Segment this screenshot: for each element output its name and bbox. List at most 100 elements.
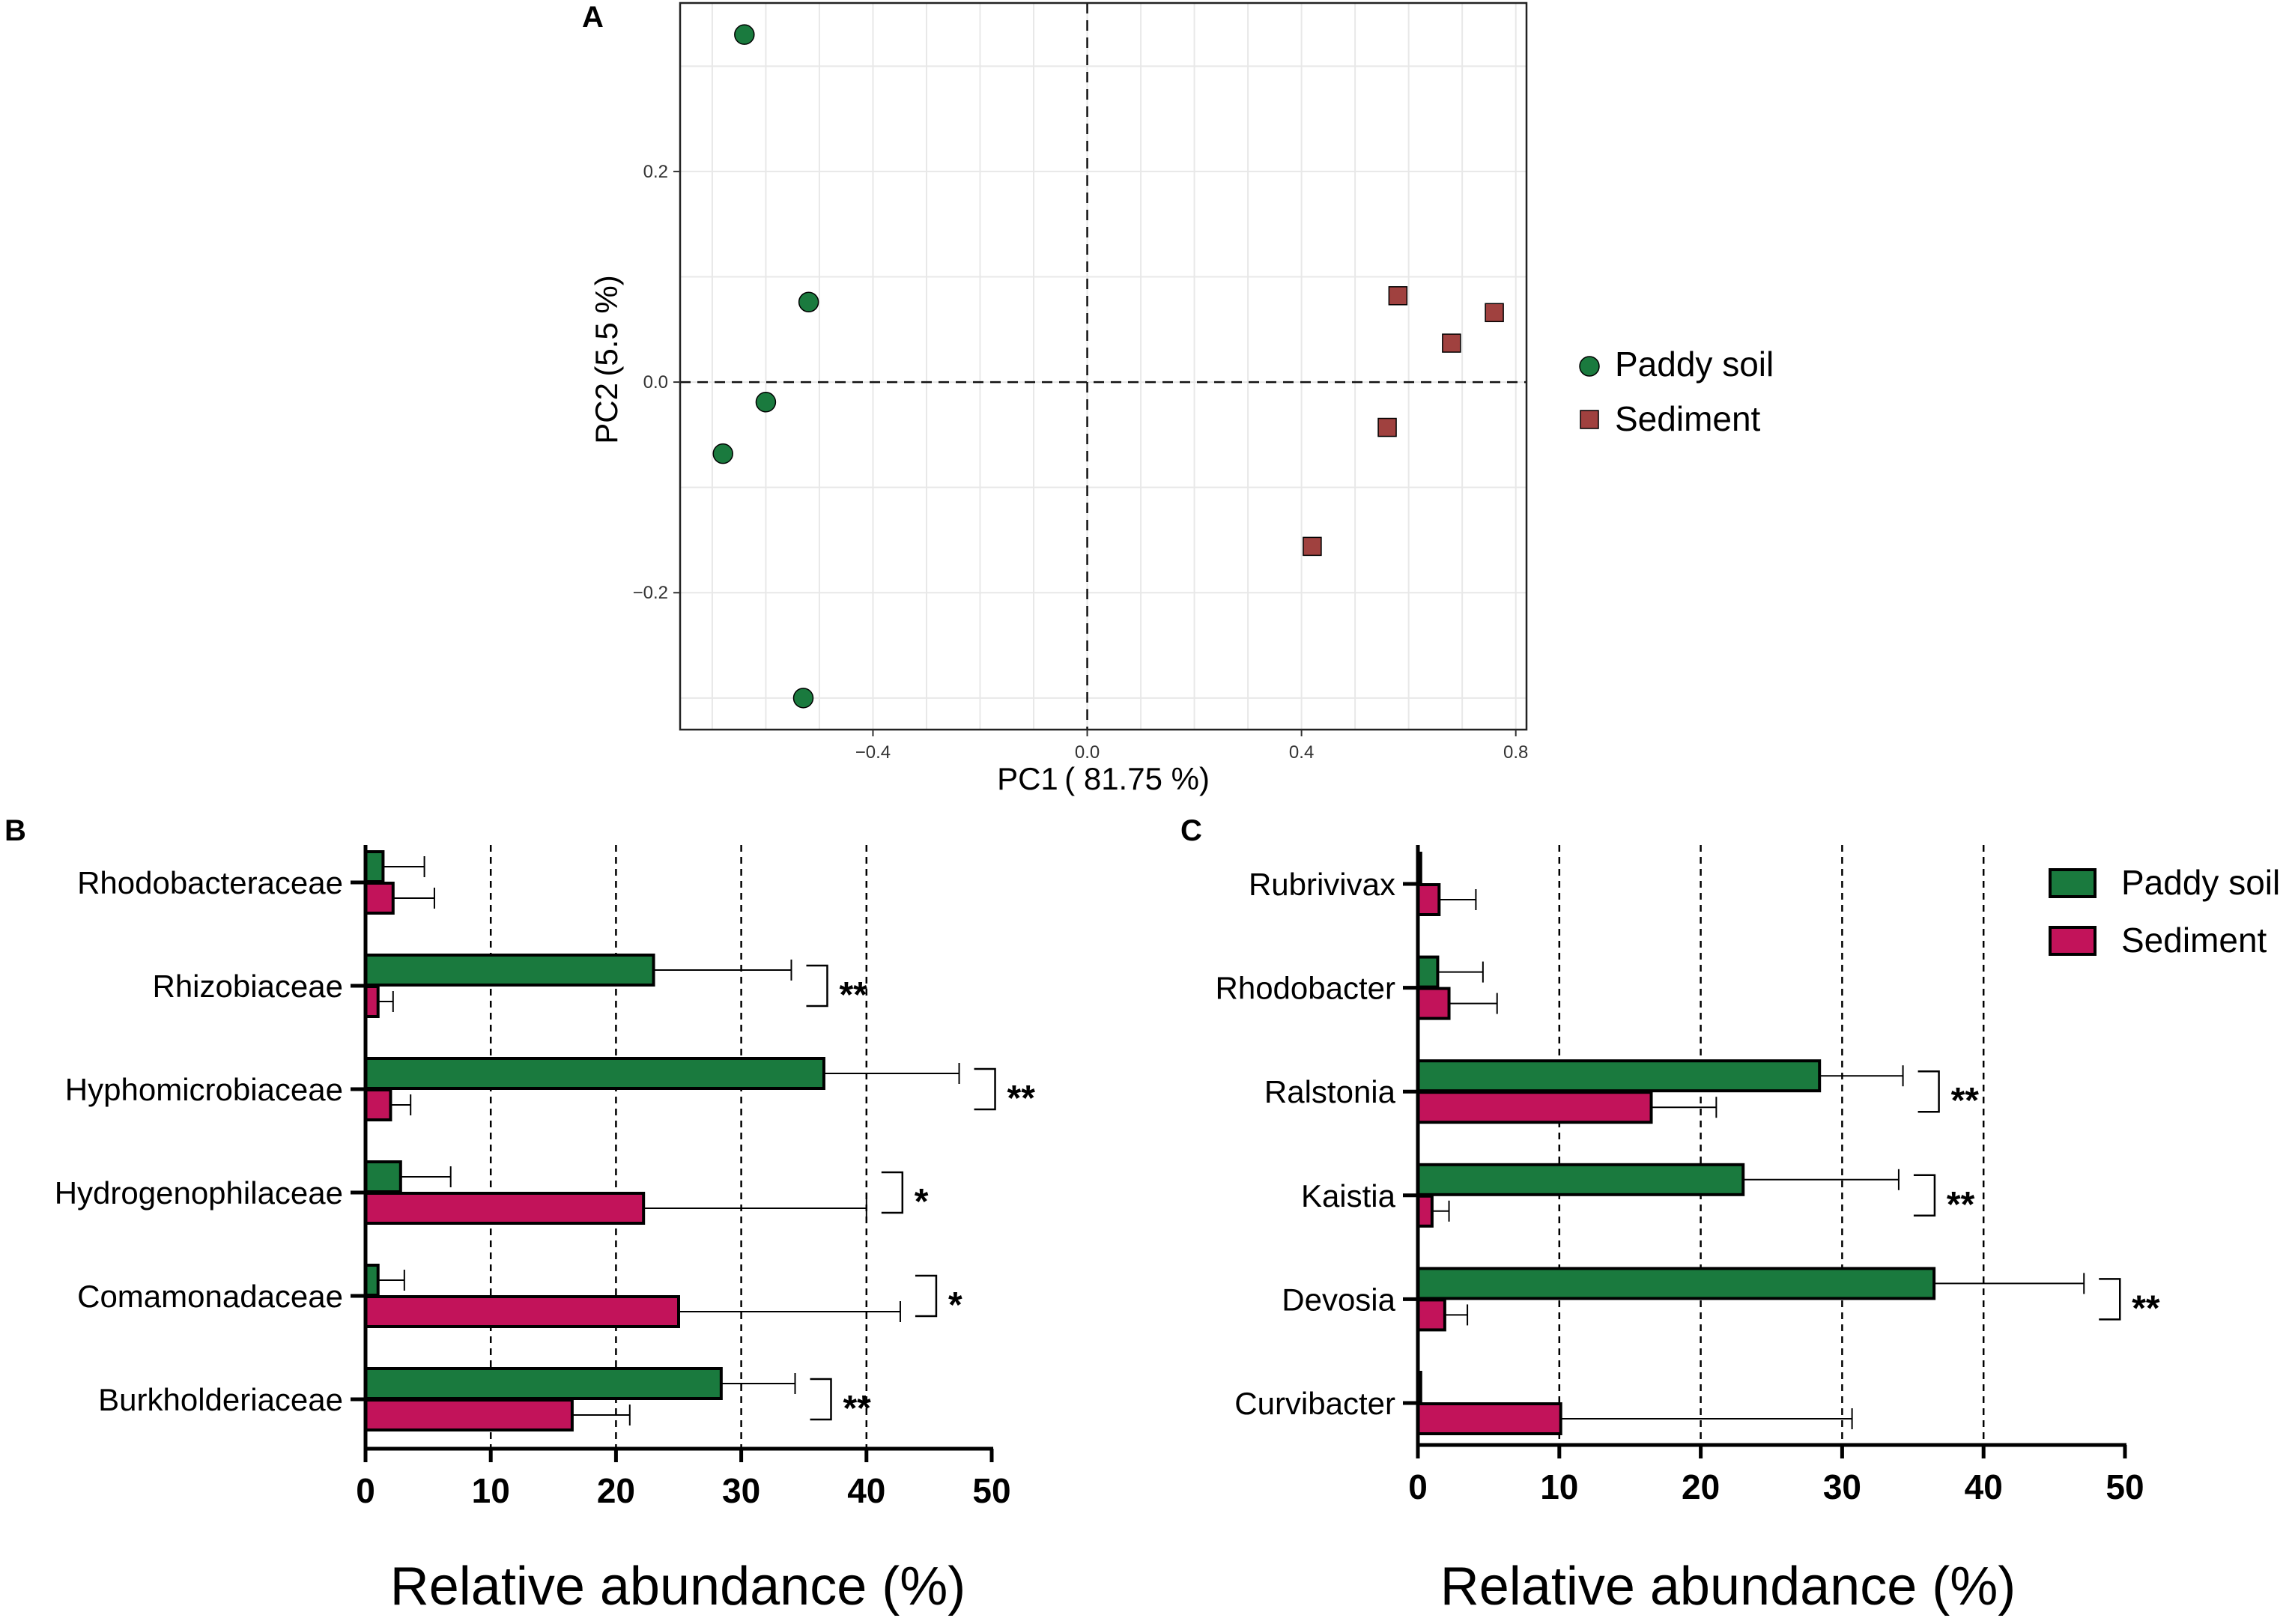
bar-paddy-soil-rhodobacteraceae (364, 850, 385, 883)
x-tick-label: 0.8 (1503, 742, 1528, 763)
bar-sediment-rhizobiaceae (364, 985, 380, 1018)
panel-b-axes: Rhodobacteraceae Rhizobiaceae Hyphomicrobi… (55, 845, 1011, 1510)
bar-paddy-soil-ralstonia (1416, 1059, 1822, 1093)
panel-c-bars (1416, 852, 2085, 1435)
point-sediment (1442, 333, 1461, 353)
legend-a-paddy-soil-label: Paddy soil (1615, 345, 1774, 384)
point-paddy-soil (792, 688, 814, 709)
x-tick-label: 10 (472, 1471, 510, 1510)
significance-bracket (974, 1067, 996, 1111)
legend-a-sediment-label: Sediment (1615, 399, 1761, 438)
bar-sediment-curvibacter (1416, 1402, 1562, 1435)
bar-sediment-rhodobacteraceae (364, 882, 395, 915)
x-tick-label: 50 (2105, 1467, 2144, 1506)
category-label-ralstonia: Ralstonia (1264, 1074, 1396, 1109)
panel-c-legend: Paddy soil Sediment (2049, 863, 2280, 960)
significance-bracket (915, 1274, 938, 1318)
x-tick-label: 10 (1540, 1467, 1578, 1506)
significance-mark-rhizobiaceae: ** (839, 975, 867, 1015)
bar-paddy-soil-hydrogenophilaceae (364, 1160, 402, 1193)
legend-a-sediment-marker (1580, 410, 1599, 429)
significance-bracket (810, 1378, 832, 1421)
x-tick-label: 30 (1823, 1467, 1861, 1506)
bar-paddy-soil-burkholderiaceae (364, 1367, 723, 1400)
x-tick-label: 0 (1408, 1467, 1428, 1506)
significance-mark-ralstonia: ** (1951, 1081, 1980, 1121)
bar-sediment-kaistia (1416, 1194, 1434, 1228)
bar-sediment-burkholderiaceae (364, 1399, 574, 1431)
point-paddy-soil (798, 291, 819, 312)
bar-paddy-soil-hyphomicrobiaceae (364, 1057, 825, 1090)
significance-bracket (1913, 1174, 1936, 1217)
category-label-rhodobacteraceae: Rhodobacteraceae (77, 865, 343, 900)
x-tick-label: 40 (1965, 1467, 2003, 1506)
panel-a-points (712, 24, 1504, 709)
category-label-kaistia: Kaistia (1301, 1178, 1396, 1214)
significance-mark-comamonadaceae: * (948, 1285, 962, 1325)
panel-a-x-ticks: −0.4 0.0 0.4 0.8 (855, 730, 1528, 763)
x-tick-label: 20 (1682, 1467, 1720, 1506)
bar-sediment-rubrivivax (1416, 883, 1441, 916)
y-tick-label: −0.2 (633, 583, 668, 603)
bar-sediment-rhodobacter (1416, 987, 1451, 1020)
x-tick-label: 40 (847, 1471, 885, 1510)
panel-a-plot-border (679, 1, 1528, 731)
x-tick-label: 0.4 (1289, 742, 1314, 763)
significance-mark-kaistia: ** (1947, 1185, 1975, 1225)
panel-a-y-axis-title: PC2 (5.5 %) (589, 275, 624, 443)
y-tick-label: 0.0 (643, 372, 668, 393)
x-tick-label: 0.0 (1075, 742, 1100, 763)
panel-a-legend: Paddy soil Sediment (1579, 345, 1774, 438)
legend-c-sediment-swatch (2049, 926, 2097, 956)
category-label-rhizobiaceae: Rhizobiaceae (152, 969, 343, 1004)
bar-paddy-soil-kaistia (1416, 1163, 1745, 1196)
category-label-curvibacter: Curvibacter (1234, 1386, 1395, 1421)
y-tick-label: 0.2 (643, 162, 668, 182)
panel-b-significance: ******** (806, 964, 1036, 1428)
panel-b-gridlines (489, 845, 868, 1449)
legend-c-paddy-soil-swatch (2049, 868, 2097, 898)
point-sediment (1377, 417, 1397, 437)
significance-mark-burkholderiaceae: ** (843, 1389, 871, 1428)
bar-paddy-soil-rhizobiaceae (364, 954, 655, 987)
x-tick-label: 50 (972, 1471, 1010, 1510)
bar-paddy-soil-comamonadaceae (364, 1264, 380, 1297)
point-sediment (1303, 536, 1322, 557)
panel-b-bars (364, 850, 960, 1431)
significance-mark-devosia: ** (2132, 1288, 2160, 1328)
category-label-hyphomicrobiaceae: Hyphomicrobiaceae (65, 1072, 343, 1107)
x-tick-label: 30 (722, 1471, 760, 1510)
panel-c-label: C (1180, 814, 1202, 847)
significance-mark-hyphomicrobiaceae: ** (1007, 1079, 1036, 1118)
category-label-rhodobacter: Rhodobacter (1216, 971, 1396, 1006)
point-sediment (1485, 303, 1504, 323)
category-label-comamonadaceae: Comamonadaceae (77, 1279, 343, 1314)
panel-c-genus-bar-chart: C Rubrivivax Rhodobacter Ralstonia Kaistia D… (1180, 814, 2280, 1617)
bar-paddy-soil-devosia (1416, 1267, 1936, 1300)
significance-bracket (2099, 1278, 2121, 1321)
point-paddy-soil (734, 24, 755, 45)
panel-c-axes: Rubrivivax Rhodobacter Ralstonia Kaistia Dev… (1216, 845, 2144, 1506)
panel-c-gridlines (1558, 845, 1985, 1445)
category-label-burkholderiaceae: Burkholderiaceae (98, 1382, 343, 1417)
point-sediment (1388, 286, 1408, 306)
point-paddy-soil (712, 443, 733, 464)
significance-bracket (1917, 1070, 1940, 1113)
category-label-hydrogenophilaceae: Hydrogenophilaceae (55, 1175, 343, 1211)
legend-c-sediment-label: Sediment (2121, 921, 2267, 960)
panel-a-reference-lines (680, 3, 1527, 730)
bar-paddy-soil-rhodobacter (1416, 955, 1440, 989)
bar-sediment-comamonadaceae (364, 1295, 680, 1328)
bar-sediment-ralstonia (1416, 1091, 1653, 1124)
significance-bracket (881, 1171, 904, 1214)
panel-c-significance: ** ** ** (1913, 1070, 2160, 1328)
panel-a-x-axis-title: PC1 ( 81.75 %) (997, 761, 1210, 796)
bar-sediment-devosia (1416, 1298, 1446, 1332)
bar-sediment-hyphomicrobiaceae (364, 1088, 392, 1121)
panel-b-x-axis-title: Relative abundance (%) (390, 1557, 965, 1617)
panel-a-label: A (582, 1, 604, 34)
category-label-rubrivivax: Rubrivivax (1249, 867, 1395, 902)
x-tick-label: 20 (597, 1471, 635, 1510)
panel-a-gridlines (680, 3, 1527, 730)
significance-mark-hydrogenophilaceae: * (915, 1182, 929, 1222)
